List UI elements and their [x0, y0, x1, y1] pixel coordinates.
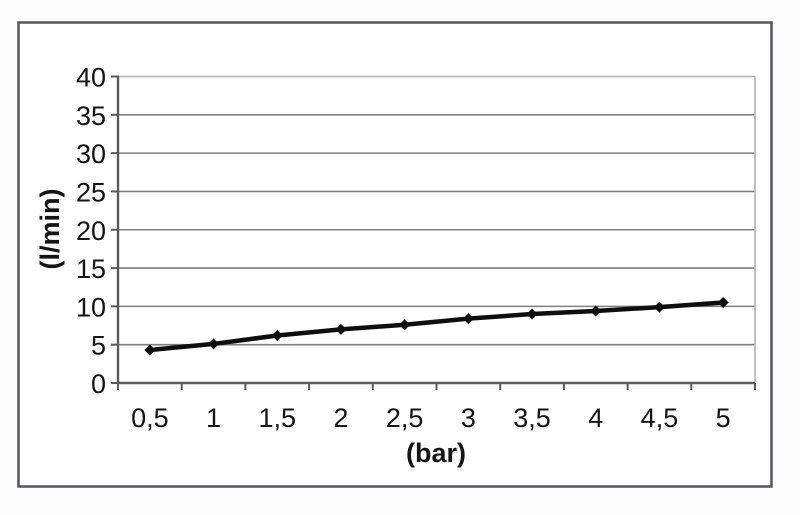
- y-tick-label: 5: [91, 331, 106, 361]
- x-tick-label: 4: [588, 403, 603, 433]
- y-tick-label: 15: [76, 254, 106, 284]
- x-tick-label: 5: [716, 403, 731, 433]
- x-tick-label: 0,5: [131, 403, 169, 433]
- data-point-marker: [590, 305, 602, 317]
- x-tick-label: 1: [206, 403, 221, 433]
- y-tick-labels: 0 5 10 15 20 25 30 35 40: [76, 63, 106, 400]
- x-tick-label: 4,5: [641, 403, 679, 433]
- data-point-marker: [208, 338, 220, 350]
- data-point-marker: [526, 308, 538, 320]
- data-point-marker: [462, 313, 474, 325]
- y-tick-label: 25: [76, 177, 106, 207]
- x-tick-label: 2,5: [386, 403, 424, 433]
- data-point-marker: [717, 297, 729, 309]
- data-series: [144, 297, 729, 356]
- data-point-marker: [653, 301, 665, 313]
- y-tick-label: 10: [76, 292, 106, 322]
- data-point-marker: [335, 323, 347, 335]
- series-line: [147, 300, 726, 353]
- data-point-marker: [399, 319, 411, 331]
- axis-ticks: [111, 75, 756, 390]
- data-point-marker: [144, 344, 156, 356]
- y-tick-label: 35: [76, 101, 106, 131]
- data-point-marker: [271, 329, 283, 341]
- y-axis-title: (l/min): [35, 189, 65, 270]
- chart-outer-frame: [17, 21, 773, 488]
- y-tick-label: 30: [76, 139, 106, 169]
- x-tick-label: 3: [461, 403, 476, 433]
- x-axis-title: (bar): [406, 438, 466, 468]
- x-tick-labels: 0,5 1 1,5 2 2,5 3 3,5 4 4,5 5: [131, 403, 731, 433]
- x-tick-label: 2: [333, 403, 348, 433]
- x-tick-label: 3,5: [513, 403, 551, 433]
- y-tick-label: 0: [91, 369, 106, 399]
- x-tick-label: 1,5: [258, 403, 296, 433]
- y-tick-label: 20: [76, 216, 106, 246]
- y-tick-label: 40: [76, 63, 106, 93]
